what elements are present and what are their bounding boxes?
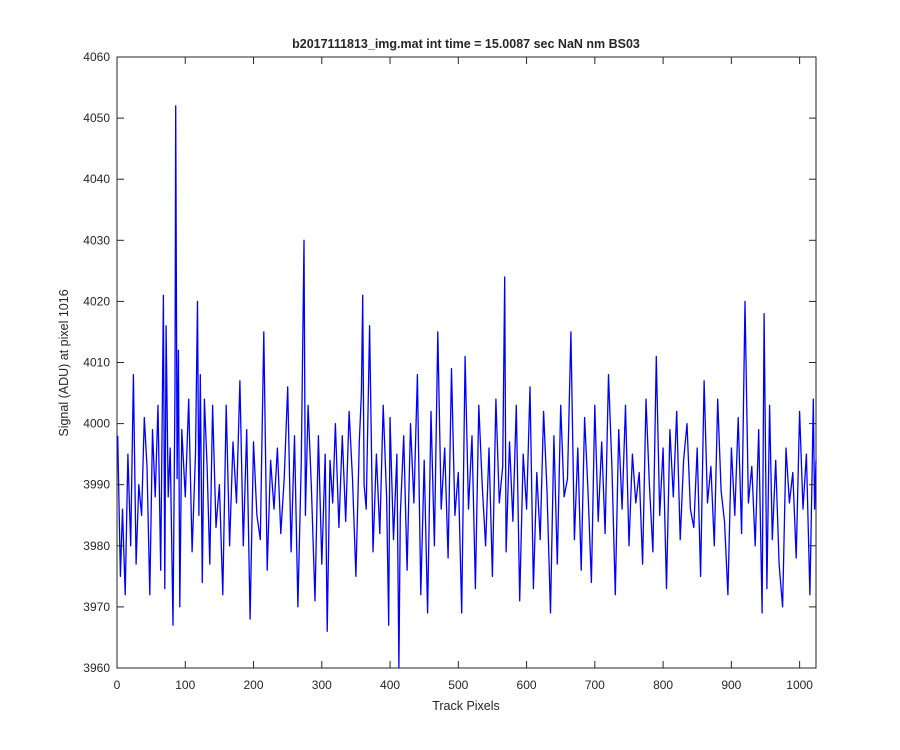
y-tick-label: 4030: [83, 233, 110, 247]
y-tick-label: 3960: [83, 661, 110, 675]
x-tick-label: 1000: [786, 678, 813, 692]
y-tick-label: 4050: [83, 111, 110, 125]
x-tick-label: 0: [114, 678, 121, 692]
y-tick-label: 3970: [83, 600, 110, 614]
y-tick-label: 4000: [83, 417, 110, 431]
x-axis-label: Track Pixels: [432, 699, 500, 713]
x-tick-label: 600: [517, 678, 537, 692]
y-tick-label: 3980: [83, 539, 110, 553]
series-line-0: [117, 105, 817, 669]
series-layer: [117, 105, 817, 669]
y-tick-label: 4010: [83, 356, 110, 370]
axes-box: [116, 56, 817, 669]
x-tick-label: 800: [653, 678, 673, 692]
y-tick-label: 4040: [83, 172, 110, 186]
x-tick-label: 900: [721, 678, 741, 692]
y-axis-label: Signal (ADU) at pixel 1016: [57, 289, 71, 436]
x-tick-label: 300: [312, 678, 332, 692]
y-tick-label: 4020: [83, 294, 110, 308]
x-tick-label: 200: [244, 678, 264, 692]
plot-area: [116, 56, 817, 669]
x-tick-label: 400: [380, 678, 400, 692]
y-tick-label: 3990: [83, 478, 110, 492]
y-tick-label: 4060: [83, 50, 110, 64]
y-axis-ticks: 3960 3970 3980 3990 4000 4010 4020 4030 4040 4050…: [83, 50, 816, 675]
x-tick-label: 100: [175, 678, 195, 692]
x-tick-label: 500: [448, 678, 468, 692]
x-tick-label: 700: [585, 678, 605, 692]
x-axis-ticks: 0 100 200 300 400 500 600 700 800 900 1000: [114, 57, 813, 692]
chart-title: b2017111813_img.mat int time = 15.0087 s…: [292, 37, 640, 51]
